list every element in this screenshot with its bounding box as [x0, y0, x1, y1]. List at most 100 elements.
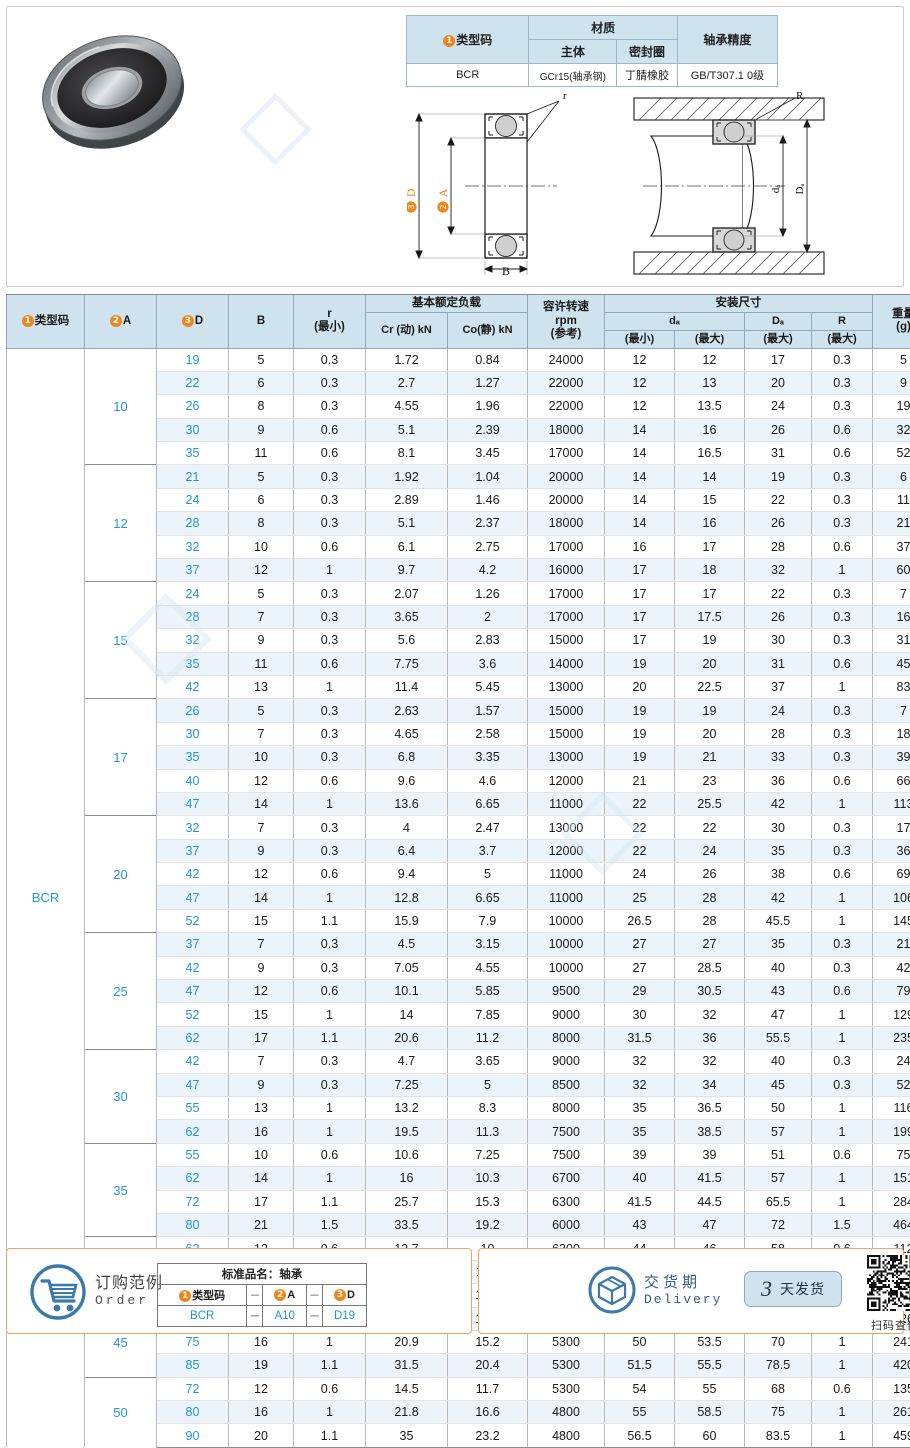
cell-da_max: 38.5: [675, 1120, 745, 1143]
cell-d: 52: [157, 1003, 229, 1026]
cell-da_min: 55: [605, 1401, 675, 1424]
cell-b: 15: [229, 909, 294, 932]
cell-d: 35: [157, 442, 229, 465]
cell-co: 10.3: [448, 1167, 528, 1190]
cell-cr: 19.5: [366, 1120, 448, 1143]
cell-da_max: 30.5: [675, 980, 745, 1003]
cell-da_max: 16: [675, 418, 745, 441]
cell-d: 47: [157, 980, 229, 1003]
cell-co: 11.7: [448, 1377, 528, 1400]
cell-Da: 55.5: [745, 1026, 812, 1049]
cell-cr: 8.1: [366, 442, 448, 465]
cell-r: 0.3: [294, 699, 366, 722]
cell-r: 1: [294, 1097, 366, 1120]
cell-da_min: 14: [605, 488, 675, 511]
cell-d: 35: [157, 746, 229, 769]
cell-a: 25: [85, 933, 157, 1050]
cell-w: 235: [873, 1026, 910, 1049]
cell-cr: 11.4: [366, 675, 448, 698]
cell-Da: 51: [745, 1143, 812, 1166]
cell-a: 30: [85, 1050, 157, 1144]
cell-da_max: 26: [675, 863, 745, 886]
cell-d: 42: [157, 956, 229, 979]
cell-d: 19: [157, 348, 229, 371]
cell-Da: 47: [745, 1003, 812, 1026]
cell-Da: 17: [745, 348, 812, 371]
cell-co: 2.75: [448, 535, 528, 558]
delivery-days-unit: 天发货: [780, 1279, 825, 1299]
cell-w: 16: [873, 605, 910, 628]
cell-w: 45: [873, 652, 910, 675]
cell-w: 11: [873, 488, 910, 511]
cell-R: 0.3: [812, 699, 873, 722]
cell-r: 1.5: [294, 1213, 366, 1236]
cell-b: 11: [229, 652, 294, 675]
cell-rpm: 11000: [528, 886, 605, 909]
cell-R: 0.6: [812, 1377, 873, 1400]
cell-Da: 57: [745, 1167, 812, 1190]
cell-Da: 35: [745, 933, 812, 956]
cell-Da: 65.5: [745, 1190, 812, 1213]
cell-co: 3.65: [448, 1050, 528, 1073]
cell-co: 5.85: [448, 980, 528, 1003]
cell-co: 11.3: [448, 1120, 528, 1143]
cell-w: 36: [873, 839, 910, 862]
watermark: ◇: [239, 67, 312, 177]
cell-da_min: 14: [605, 418, 675, 441]
th-mount: 安装尺寸: [605, 295, 873, 313]
cell-d: 32: [157, 629, 229, 652]
cell-da_min: 19: [605, 652, 675, 675]
cell-cr: 6.1: [366, 535, 448, 558]
cell-co: 1.26: [448, 582, 528, 605]
cell-co: 3.7: [448, 839, 528, 862]
cell-d: 42: [157, 675, 229, 698]
cell-Da: 31: [745, 652, 812, 675]
cell-cr: 13.6: [366, 792, 448, 815]
cell-R: 1.5: [812, 1213, 873, 1236]
cell-w: 60: [873, 559, 910, 582]
cell-co: 19.2: [448, 1213, 528, 1236]
cell-da_min: 20: [605, 675, 675, 698]
cell-rpm: 20000: [528, 465, 605, 488]
cell-da_min: 25: [605, 886, 675, 909]
cell-R: 1: [812, 792, 873, 815]
cell-Da: 75: [745, 1401, 812, 1424]
cell-r: 0.3: [294, 839, 366, 862]
cell-d: 90: [157, 1424, 229, 1447]
cell-rpm: 13000: [528, 675, 605, 698]
th-R: R: [812, 313, 873, 331]
cell-r: 1: [294, 1003, 366, 1026]
cell-d: 35: [157, 652, 229, 675]
cell-cr: 13.2: [366, 1097, 448, 1120]
cell-Da: 45.5: [745, 909, 812, 932]
cell-R: 0.6: [812, 863, 873, 886]
drawing-label-A: A: [438, 188, 450, 197]
cell-cr: 5.6: [366, 629, 448, 652]
cell-r: 0.3: [294, 933, 366, 956]
cell-rpm: 7500: [528, 1143, 605, 1166]
cell-r: 1: [294, 792, 366, 815]
cell-rpm: 22000: [528, 371, 605, 394]
cell-w: 17: [873, 816, 910, 839]
cell-da_max: 25.5: [675, 792, 745, 815]
cell-cr: 15.9: [366, 909, 448, 932]
cell-r: 0.6: [294, 980, 366, 1003]
th-r: r (最小): [294, 295, 366, 349]
cell-b: 5: [229, 465, 294, 488]
cell-w: 52: [873, 1073, 910, 1096]
cell-rpm: 7500: [528, 1120, 605, 1143]
cell-co: 23.2: [448, 1424, 528, 1447]
cell-Da: 30: [745, 816, 812, 839]
cell-b: 5: [229, 348, 294, 371]
cell-cr: 4.65: [366, 722, 448, 745]
cell-w: 6: [873, 465, 910, 488]
cell-co: 11.2: [448, 1026, 528, 1049]
qr-code-icon[interactable]: [867, 1255, 910, 1311]
cell-da_min: 21: [605, 769, 675, 792]
cell-a: 50: [85, 1377, 157, 1447]
cell-R: 0.3: [812, 1050, 873, 1073]
